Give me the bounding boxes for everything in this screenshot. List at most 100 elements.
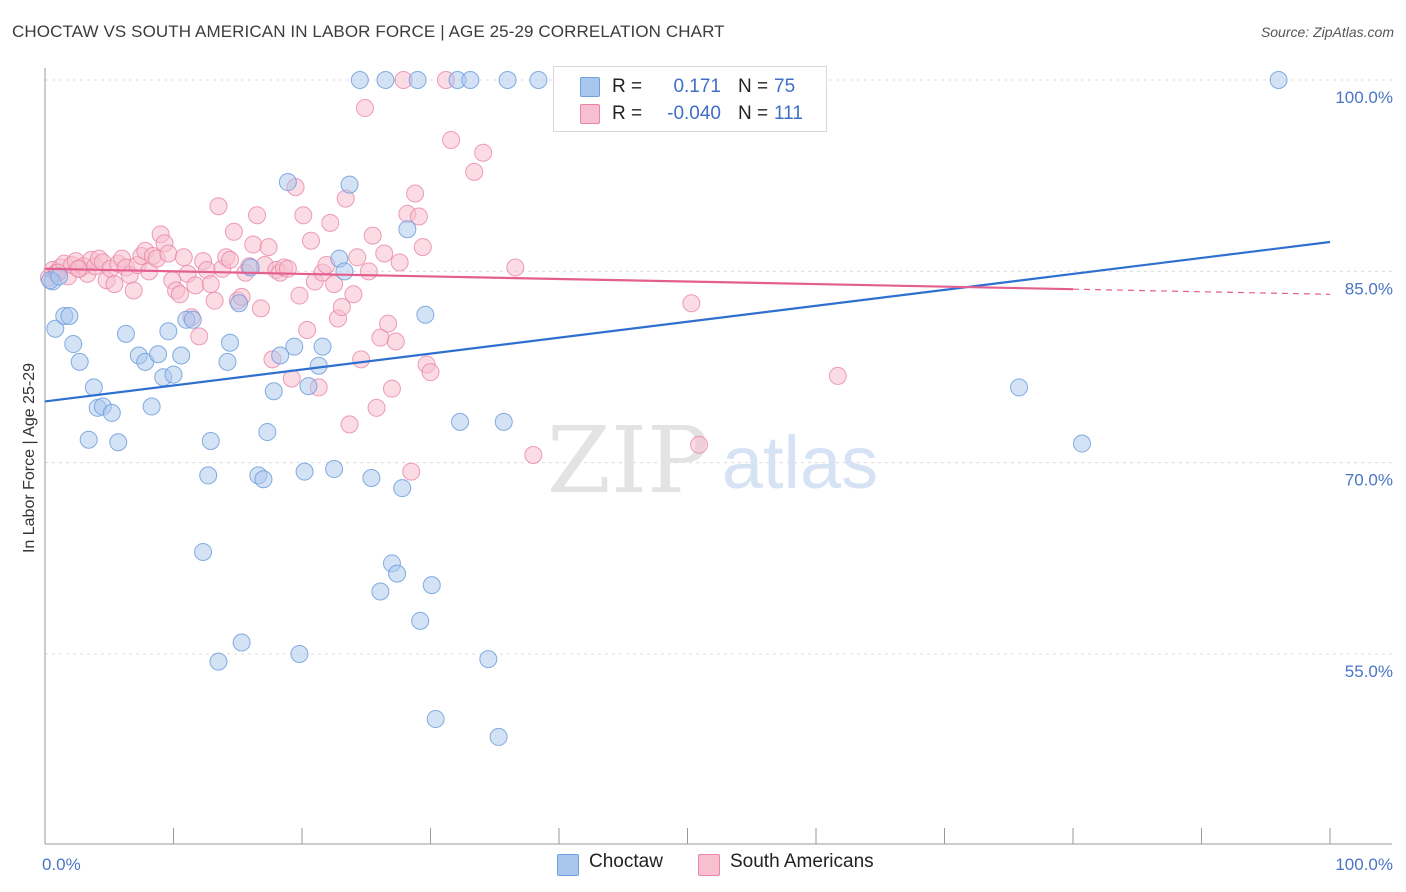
- south-americans-point: [344, 285, 363, 304]
- legend-swatch-choctaw: [557, 854, 579, 876]
- south-americans-point: [474, 143, 493, 162]
- south-americans-point: [379, 314, 398, 333]
- legend-r-label: R =: [612, 103, 643, 124]
- south-americans-point: [465, 162, 484, 181]
- south-americans-point: [170, 285, 189, 304]
- choctaw-point: [408, 71, 427, 89]
- choctaw-point: [479, 650, 498, 669]
- legend-row-south-americans: R = -0.040 N = 111: [554, 101, 826, 127]
- legend-n-label: N =: [738, 76, 769, 97]
- legend-n-value: 75: [774, 76, 796, 97]
- south-americans-trend-line: [44, 267, 1074, 291]
- y-axis-title: In Labor Force | Age 25-29: [21, 363, 38, 553]
- choctaw-point: [271, 346, 290, 365]
- south-americans-point: [506, 258, 525, 277]
- south-americans-point: [298, 321, 317, 340]
- choctaw-point: [142, 397, 161, 416]
- choctaw-point: [209, 652, 228, 671]
- south-americans-point: [294, 206, 313, 225]
- choctaw-point: [172, 346, 191, 365]
- south-americans-point: [124, 281, 143, 300]
- south-americans-point: [224, 222, 243, 241]
- choctaw-point: [159, 322, 178, 341]
- y-tick-label: 55.0%: [1345, 662, 1393, 681]
- choctaw-point: [498, 71, 517, 89]
- choctaw-point: [489, 727, 508, 746]
- south-americans-point: [375, 244, 394, 263]
- source-label: Source: ZipAtlas.com: [1260, 24, 1394, 40]
- choctaw-point: [109, 433, 128, 452]
- south-americans-point: [363, 226, 382, 245]
- choctaw-point: [290, 645, 309, 663]
- legend-label-choctaw: Choctaw: [589, 851, 663, 872]
- south-americans-point: [259, 238, 278, 257]
- choctaw-point: [398, 220, 417, 239]
- south-americans-point: [348, 248, 367, 267]
- choctaw-point: [218, 352, 237, 371]
- axes: [44, 68, 1392, 845]
- south-americans-point: [690, 435, 709, 454]
- south-americans-point: [251, 299, 270, 318]
- south-americans-point: [442, 130, 461, 149]
- legend-label-south-americans: South Americans: [730, 851, 874, 872]
- choctaw-point: [70, 352, 89, 371]
- watermark: ZIP atlas: [547, 407, 878, 514]
- choctaw-point: [64, 335, 83, 354]
- south-americans-point: [402, 462, 421, 481]
- south-americans-point: [406, 184, 425, 203]
- south-americans-point: [190, 327, 209, 346]
- choctaw-point: [325, 460, 344, 479]
- south-americans-point: [524, 446, 543, 465]
- legend-swatch-south-americans: [698, 854, 720, 876]
- choctaw-point: [199, 466, 218, 485]
- y-tick-label: 85.0%: [1345, 279, 1393, 298]
- choctaw-point: [411, 611, 430, 630]
- south-americans-point: [244, 235, 263, 254]
- x-tick-label: 100.0%: [1335, 855, 1393, 874]
- south-americans-point: [413, 238, 432, 257]
- south-americans-point: [201, 275, 220, 294]
- choctaw-point: [221, 333, 240, 352]
- choctaw-point: [1072, 434, 1091, 453]
- choctaw-point: [194, 542, 213, 561]
- choctaw-point: [254, 470, 273, 489]
- x-tick-label: 0.0%: [42, 855, 81, 874]
- choctaw-point: [278, 173, 297, 192]
- y-tick-label: 100.0%: [1335, 88, 1393, 107]
- south-americans-point: [159, 244, 178, 263]
- choctaw-point: [426, 710, 445, 729]
- south-americans-point: [409, 207, 428, 226]
- choctaw-point: [313, 337, 332, 356]
- y-tick-labels: 100.0% 85.0% 70.0% 55.0%: [1335, 88, 1393, 681]
- legend-n-label: N =: [738, 103, 769, 124]
- choctaw-point: [102, 403, 121, 422]
- choctaw-point: [183, 310, 202, 329]
- south-americans-point: [367, 398, 386, 417]
- south-americans-point: [828, 366, 847, 385]
- choctaw-point: [494, 412, 513, 431]
- x-tick-labels: 0.0% 100.0%: [42, 855, 1393, 874]
- choctaw-point: [60, 306, 79, 325]
- south-americans-point: [321, 213, 340, 232]
- south-americans-point: [359, 262, 378, 281]
- south-americans-point: [301, 231, 320, 250]
- watermark-zip: ZIP: [547, 407, 709, 514]
- choctaw-point: [393, 479, 412, 498]
- south-americans-point: [221, 250, 240, 269]
- legend-r-value: 0.171: [673, 76, 721, 97]
- grid-lines: [45, 79, 1392, 655]
- choctaw-point: [50, 267, 69, 286]
- choctaw-point: [149, 345, 168, 364]
- choctaw-point: [232, 633, 251, 652]
- south-americans-point: [174, 248, 193, 267]
- choctaw-point: [340, 175, 359, 194]
- choctaw-point: [350, 71, 369, 89]
- y-tick-label: 70.0%: [1345, 471, 1393, 490]
- choctaw-point: [371, 582, 390, 601]
- choctaw-point: [84, 378, 103, 397]
- south-americans-point: [209, 197, 228, 216]
- choctaw-point: [362, 468, 381, 487]
- south-americans-trend-extension: [1072, 288, 1331, 295]
- choctaw-point: [299, 377, 318, 396]
